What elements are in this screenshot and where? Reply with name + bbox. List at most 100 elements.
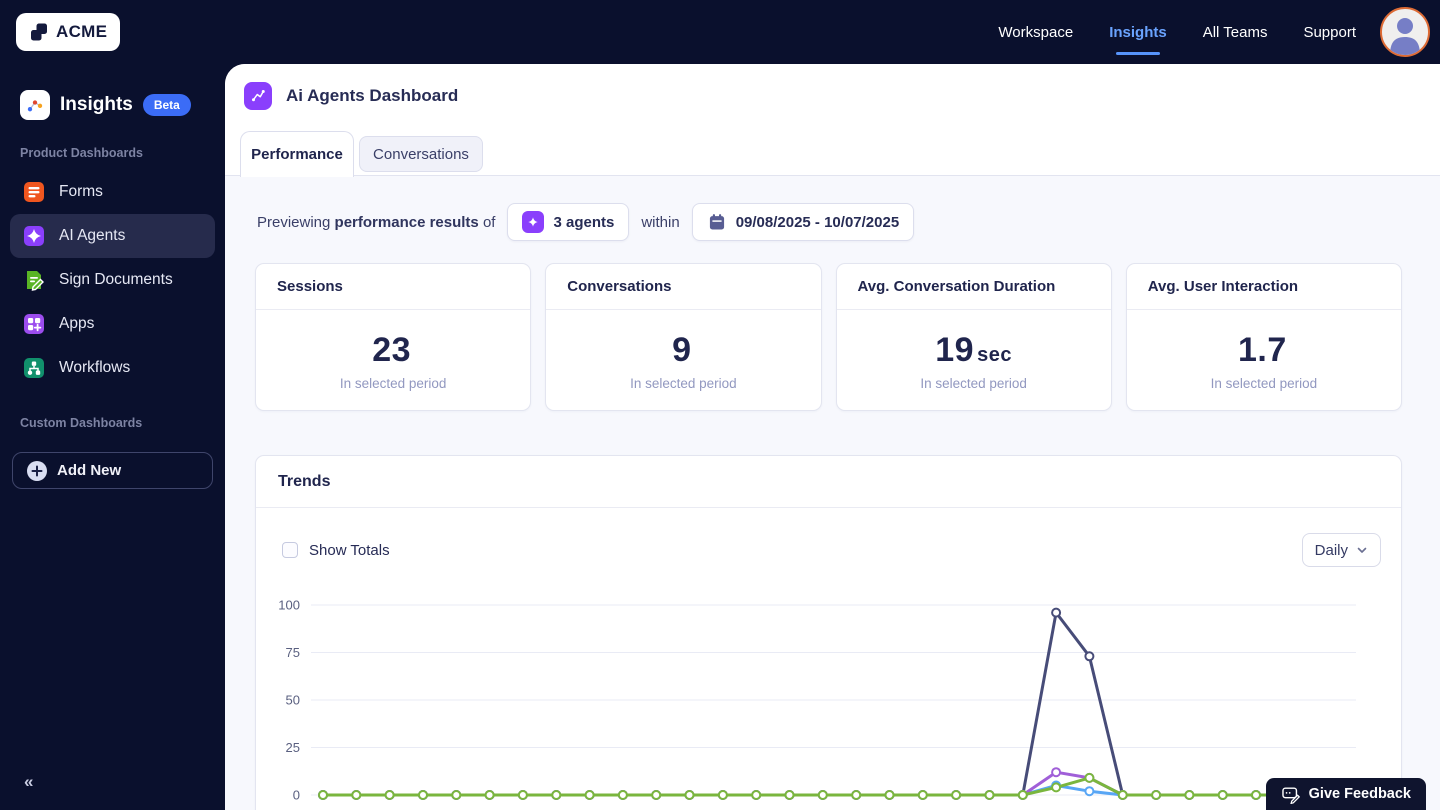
topnav-links: Workspace Insights All Teams Support [998, 24, 1356, 41]
give-feedback-button[interactable]: Give Feedback [1265, 778, 1426, 810]
sign-documents-icon [22, 268, 46, 292]
beta-badge: Beta [142, 94, 191, 116]
sidebar-item-label: Forms [59, 183, 103, 200]
sidebar-item-sign-documents[interactable]: Sign Documents [10, 258, 215, 302]
tab-conversations[interactable]: Conversations [359, 136, 483, 172]
y-axis-tick: 75 [286, 645, 300, 660]
nav-link-all-teams[interactable]: All Teams [1202, 23, 1268, 41]
sidebar-item-label: Apps [59, 315, 95, 332]
sidebar-item-label: Sign Documents [59, 271, 173, 288]
stat-caption: In selected period [1210, 375, 1318, 391]
interval-dropdown[interactable]: Daily [1301, 533, 1381, 567]
stat-caption: In selected period [630, 375, 737, 391]
y-axis-tick: 0 [293, 788, 300, 803]
green-trend-point[interactable] [651, 790, 662, 800]
green-trend-point[interactable] [1051, 782, 1062, 793]
navy-trend-point[interactable] [1084, 651, 1095, 662]
purple-trend-point[interactable] [1051, 767, 1062, 778]
green-trend-point[interactable] [351, 790, 362, 800]
green-trend-point[interactable] [584, 790, 595, 800]
plus-icon [27, 460, 47, 481]
acme-logo[interactable]: ACME [16, 13, 121, 51]
agents-selector[interactable]: 3 agents [507, 203, 630, 241]
green-trend-point[interactable] [784, 790, 795, 800]
workflows-icon [22, 356, 46, 380]
agent-sparkle-icon [522, 211, 545, 233]
nav-link-workspace[interactable]: Workspace [998, 23, 1074, 41]
sidebar-menu: Forms AI Agents Sign Documents [0, 170, 225, 390]
green-trend-point[interactable] [1217, 790, 1228, 800]
add-new-label: Add New [57, 462, 122, 479]
green-trend-point[interactable] [851, 790, 862, 800]
collapse-sidebar-icon[interactable]: « [24, 772, 34, 791]
page-title: Ai Agents Dashboard [286, 86, 459, 105]
date-range-selector[interactable]: 09/08/2025 - 10/07/2025 [691, 203, 915, 241]
green-trend-point[interactable] [384, 790, 395, 800]
add-new-button[interactable]: Add New [12, 452, 213, 489]
stat-card-sessions: Sessions 23 In selected period [255, 263, 532, 411]
section-product-dashboards: Product Dashboards [20, 146, 143, 160]
green-trend-point[interactable] [1251, 790, 1261, 800]
sidebar-item-apps[interactable]: Apps [10, 302, 215, 346]
sidebar-item-forms[interactable]: Forms [10, 170, 215, 214]
green-trend-point[interactable] [1017, 790, 1028, 800]
green-trend-point[interactable] [817, 790, 828, 800]
sidebar-item-workflows[interactable]: Workflows [10, 346, 215, 390]
green-trend-point[interactable] [1084, 772, 1095, 783]
green-trend-point[interactable] [484, 790, 495, 800]
green-trend-point[interactable] [517, 790, 528, 800]
agents-selector-label: 3 agents [553, 213, 615, 231]
purple-trend-line [323, 770, 1356, 797]
green-trend-point[interactable] [418, 790, 428, 800]
sidebar-item-label: AI Agents [59, 227, 126, 244]
stat-unit: sec [977, 343, 1012, 366]
blue-trend-point[interactable] [1084, 786, 1095, 797]
sidebar-header: Insights Beta [0, 64, 225, 120]
stats-row: Sessions 23 In selected period Conversat… [255, 263, 1402, 411]
green-trend-point[interactable] [318, 790, 328, 800]
trends-title: Trends [256, 456, 1401, 508]
green-trend-point[interactable] [617, 790, 628, 800]
green-trend-point[interactable] [1151, 790, 1162, 800]
stat-value: 1.7 [1237, 330, 1287, 369]
ai-agents-icon [22, 224, 46, 248]
stat-value: 9 [672, 330, 692, 369]
show-totals-checkbox[interactable] [282, 542, 298, 558]
dashboard-header: Ai Agents Dashboard Performance Conversa… [225, 64, 1440, 177]
navy-trend-point[interactable] [1051, 607, 1062, 618]
stat-caption: In selected period [920, 375, 1027, 391]
stat-card-avg-user-interaction: Avg. User Interaction 1.7 In selected pe… [1125, 263, 1402, 411]
green-trend-point[interactable] [917, 790, 928, 800]
y-axis-tick: 100 [278, 598, 300, 613]
chevron-down-icon [1357, 547, 1367, 553]
within-label: within [641, 213, 680, 231]
green-trend-point[interactable] [884, 790, 895, 800]
green-trend-point[interactable] [451, 790, 462, 800]
green-trend-point[interactable] [751, 790, 762, 800]
green-trend-point[interactable] [717, 790, 728, 800]
stat-card-avg-conversation-duration: Avg. Conversation Duration 19 sec In sele… [835, 263, 1112, 411]
calendar-icon [709, 214, 724, 230]
nav-link-support[interactable]: Support [1303, 23, 1356, 41]
green-trend-point[interactable] [684, 790, 695, 800]
tab-performance[interactable]: Performance [240, 131, 354, 177]
sidebar-item-ai-agents[interactable]: AI Agents [10, 214, 215, 258]
green-trend-line [323, 776, 1356, 797]
stat-label: Avg. Conversation Duration [836, 264, 1111, 310]
trends-card: Trends Show Totals Daily 0 25 50 75 100 [255, 455, 1402, 810]
filter-description: Previewing performance results of [257, 213, 496, 231]
stat-label: Avg. User Interaction [1126, 264, 1401, 310]
stat-label: Conversations [546, 264, 821, 310]
person-icon [1390, 18, 1420, 55]
green-trend-point[interactable] [1184, 790, 1195, 800]
nav-link-insights[interactable]: Insights [1109, 23, 1167, 41]
green-trend-point[interactable] [1117, 790, 1128, 800]
top-navbar: ACME Workspace Insights All Teams Suppor… [0, 0, 1440, 64]
date-range-label: 09/08/2025 - 10/07/2025 [735, 213, 900, 231]
insights-icon [20, 90, 50, 120]
apps-icon [22, 312, 46, 336]
user-avatar[interactable] [1380, 7, 1430, 57]
green-trend-point[interactable] [551, 790, 562, 800]
green-trend-point[interactable] [951, 790, 962, 800]
green-trend-point[interactable] [984, 790, 995, 800]
